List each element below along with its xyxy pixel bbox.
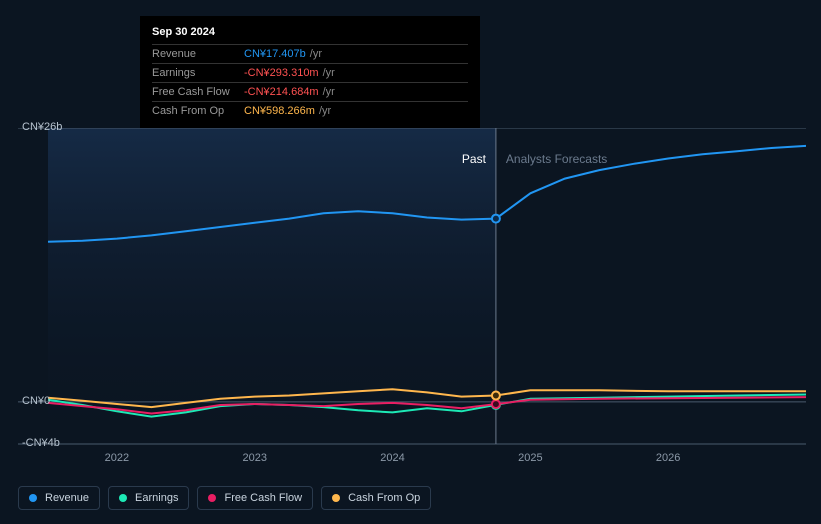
tooltip-row-value: CN¥17.407b <box>244 48 306 60</box>
tooltip-row: RevenueCN¥17.407b/yr <box>152 44 468 63</box>
y-tick-label: -CN¥4b <box>22 437 60 449</box>
tooltip-row-label: Free Cash Flow <box>152 86 244 98</box>
legend-item-label: Earnings <box>135 492 178 504</box>
legend-dot-icon <box>29 494 37 502</box>
legend-item-revenue[interactable]: Revenue <box>18 486 100 510</box>
legend-item-label: Revenue <box>45 492 89 504</box>
x-axis: 2022 2023 2024 2025 2026 <box>18 452 806 468</box>
y-tick-label: CN¥26b <box>22 121 62 133</box>
region-label-forecast: Analysts Forecasts <box>506 152 607 166</box>
chart-area[interactable]: Past Analysts Forecasts <box>18 128 806 446</box>
legend-item-fcf[interactable]: Free Cash Flow <box>197 486 313 510</box>
legend-item-label: Free Cash Flow <box>224 492 302 504</box>
tooltip-row: Earnings-CN¥293.310m/yr <box>152 63 468 82</box>
tooltip-row-label: Earnings <box>152 67 244 79</box>
tooltip-row-value: -CN¥293.310m <box>244 67 319 79</box>
tooltip-row-unit: /yr <box>310 48 322 60</box>
tooltip-row-unit: /yr <box>323 67 335 79</box>
tooltip-row-label: Cash From Op <box>152 105 244 117</box>
region-label-past: Past <box>462 152 486 166</box>
tooltip-row-unit: /yr <box>323 86 335 98</box>
legend-item-cfo[interactable]: Cash From Op <box>321 486 431 510</box>
legend-item-label: Cash From Op <box>348 492 420 504</box>
legend-dot-icon <box>119 494 127 502</box>
marker-cfo <box>492 392 500 400</box>
tooltip-row-value: CN¥598.266m <box>244 105 315 117</box>
marker-revenue <box>492 215 500 223</box>
x-tick-label: 2025 <box>518 452 542 464</box>
x-tick-label: 2023 <box>242 452 266 464</box>
tooltip-row-value: -CN¥214.684m <box>244 86 319 98</box>
tooltip-row-unit: /yr <box>319 105 331 117</box>
tooltip-row: Free Cash Flow-CN¥214.684m/yr <box>152 82 468 101</box>
legend-dot-icon <box>208 494 216 502</box>
tooltip-date: Sep 30 2024 <box>152 26 468 38</box>
chart-tooltip: Sep 30 2024 RevenueCN¥17.407b/yrEarnings… <box>140 16 480 128</box>
y-tick-label: CN¥0 <box>22 395 50 407</box>
chart-legend: Revenue Earnings Free Cash Flow Cash From O… <box>18 486 431 510</box>
legend-item-earnings[interactable]: Earnings <box>108 486 189 510</box>
legend-dot-icon <box>332 494 340 502</box>
marker-fcf <box>492 400 500 408</box>
tooltip-row: Cash From OpCN¥598.266m/yr <box>152 101 468 120</box>
x-tick-label: 2026 <box>656 452 680 464</box>
chart-svg <box>18 128 806 446</box>
tooltip-row-label: Revenue <box>152 48 244 60</box>
x-tick-label: 2022 <box>105 452 129 464</box>
x-tick-label: 2024 <box>380 452 404 464</box>
